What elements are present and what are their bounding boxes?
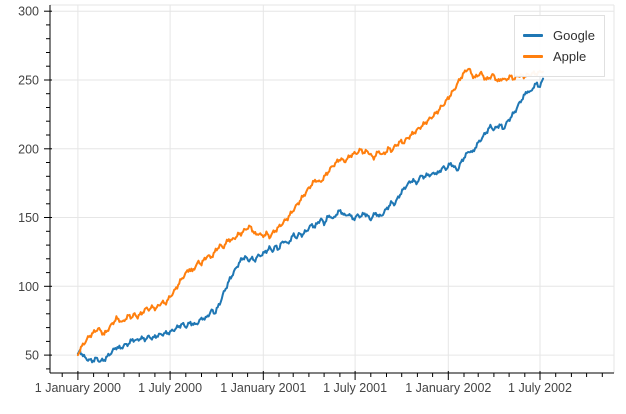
legend: Google Apple: [514, 15, 605, 77]
plot-outline: [50, 4, 615, 373]
svg-text:300: 300: [18, 5, 39, 19]
svg-text:200: 200: [18, 142, 39, 156]
svg-text:1 January 2002: 1 January 2002: [405, 381, 491, 395]
svg-text:100: 100: [18, 280, 39, 294]
svg-text:50: 50: [25, 349, 39, 363]
svg-text:1 July 2000: 1 July 2000: [138, 381, 202, 395]
svg-text:1 July 2001: 1 July 2001: [323, 381, 387, 395]
svg-text:1 July 2002: 1 July 2002: [508, 381, 572, 395]
legend-item-google: Google: [523, 25, 596, 46]
legend-label-google: Google: [553, 28, 595, 43]
google-line-swatch-icon: [523, 34, 543, 37]
svg-text:150: 150: [18, 211, 39, 225]
svg-text:1 January 2001: 1 January 2001: [220, 381, 306, 395]
x-tick-labels: 1 January 2000 1 July 2000 1 January 2001 1…: [35, 381, 572, 395]
svg-text:250: 250: [18, 74, 39, 88]
series-line-apple: [76, 67, 545, 357]
y-axis-ticks: [44, 10, 52, 370]
legend-item-apple: Apple: [523, 46, 596, 67]
svg-text:1 January 2000: 1 January 2000: [35, 381, 121, 395]
apple-line-swatch-icon: [523, 55, 543, 58]
series-line-google: [76, 77, 545, 364]
x-axis-ticks: [61, 371, 603, 380]
y-tick-labels: 50 100 150 200 250 300: [18, 5, 39, 363]
legend-label-apple: Apple: [553, 49, 587, 64]
